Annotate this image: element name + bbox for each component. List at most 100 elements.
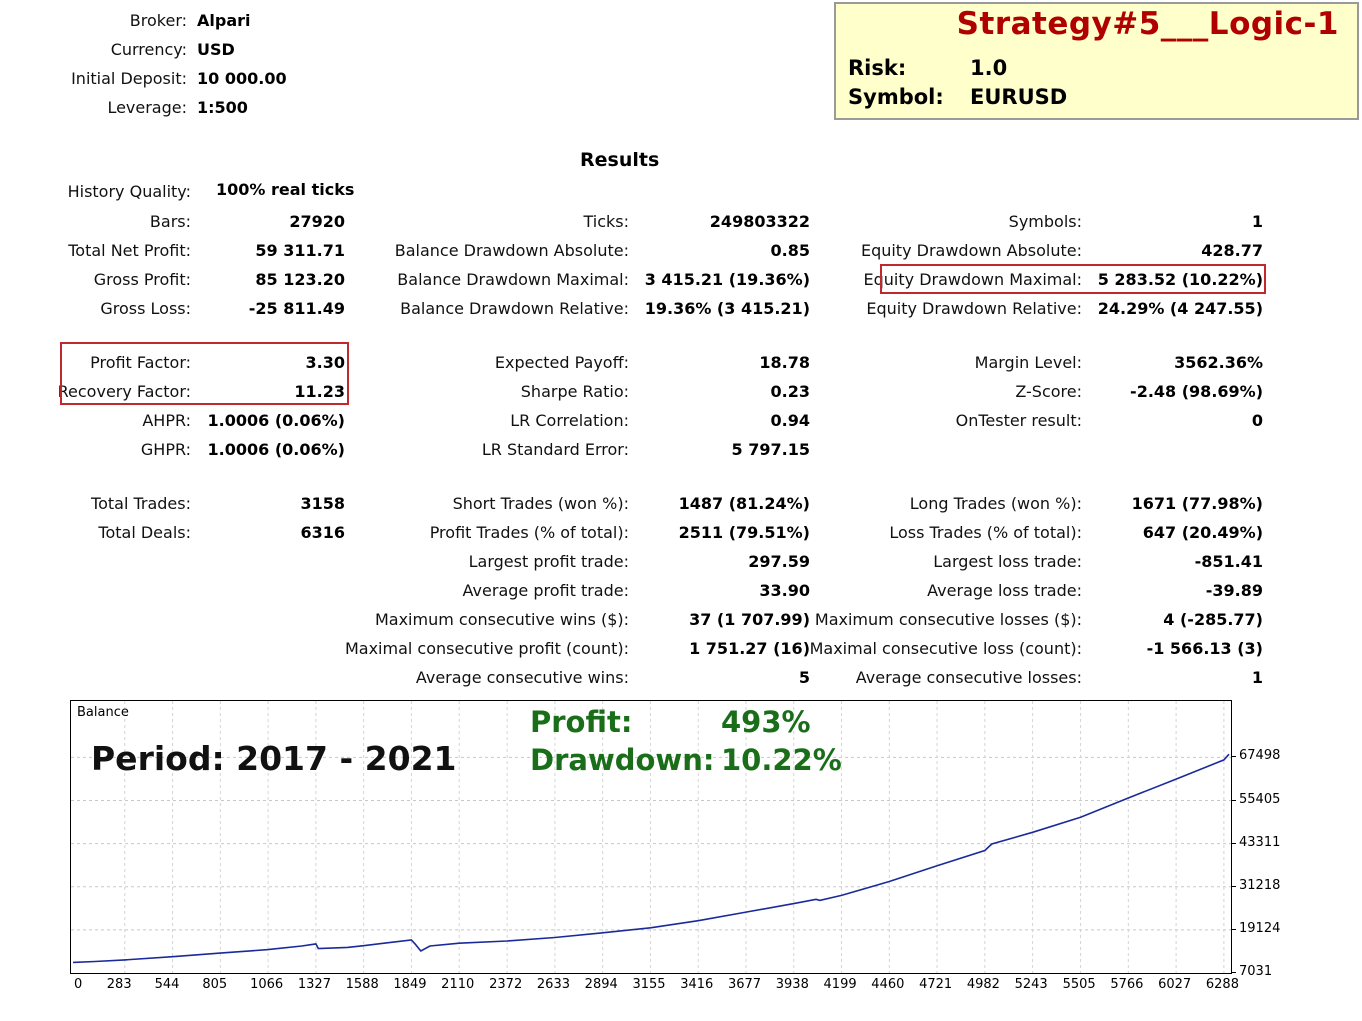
average-loss-trade-label: Average loss trade: [927, 581, 1082, 600]
total-net-profit-label: Total Net Profit: [68, 241, 191, 260]
bars-value: 27920 [289, 212, 345, 231]
x-tick-label: 1849 [393, 977, 427, 992]
x-tick-label: 1588 [345, 977, 379, 992]
y-tick-label: 31218 [1239, 877, 1281, 893]
x-tick-label: 283 [106, 977, 132, 992]
balance-drawdown-absolute-label: Balance Drawdown Absolute: [394, 241, 629, 260]
x-tick-label: 4460 [871, 977, 905, 992]
largest-loss-trade-value: -851.41 [1194, 552, 1263, 571]
ahpr-value: 1.0006 (0.06%) [207, 411, 345, 430]
y-tick-mark [1232, 842, 1236, 844]
lr-correlation-label: LR Correlation: [510, 411, 629, 430]
results-heading: Results [580, 149, 660, 171]
recovery-factor-label: Recovery Factor: [57, 382, 191, 401]
average-consecutive-losses-value: 1 [1251, 668, 1263, 687]
x-tick-label: 2633 [536, 977, 570, 992]
average-consecutive-wins-value: 5 [798, 668, 810, 687]
balance-drawdown-maximal-value: 3 415.21 (19.36%) [644, 270, 810, 289]
symbol-value: EURUSD [970, 85, 1068, 109]
x-tick-label: 544 [154, 977, 180, 992]
margin-level-value: 3562.36% [1174, 353, 1263, 372]
balance-chart: Balance Period: 2017 - 2021 Profit: 493%… [70, 700, 1232, 974]
maximum-consecutive-wins-label: Maximum consecutive wins ($): [374, 610, 629, 629]
long-trades-won-value: 1671 (77.98%) [1131, 494, 1263, 513]
balance-chart-svg [71, 701, 1231, 973]
balance-drawdown-absolute-value: 0.85 [770, 241, 810, 260]
x-tick-label: 6027 [1158, 977, 1192, 992]
average-loss-trade-value: -39.89 [1205, 581, 1263, 600]
symbols-label: Symbols: [1008, 212, 1082, 231]
equity-drawdown-absolute-value: 428.77 [1201, 241, 1263, 260]
x-tick-label: 1066 [250, 977, 284, 992]
gross-loss-label: Gross Loss: [100, 299, 191, 318]
total-deals-value: 6316 [300, 523, 345, 542]
y-tick-mark [1232, 972, 1236, 973]
loss-trades-of-total-value: 647 (20.49%) [1142, 523, 1263, 542]
ghpr-label: GHPR: [140, 440, 191, 459]
x-tick-label: 3938 [775, 977, 809, 992]
x-tick-label: 5766 [1110, 977, 1144, 992]
profit-label: Profit: [530, 705, 633, 739]
currency-value: USD [197, 40, 235, 59]
balance-drawdown-maximal-label: Balance Drawdown Maximal: [397, 270, 629, 289]
x-tick-label: 2110 [441, 977, 475, 992]
total-deals-label: Total Deals: [98, 523, 191, 542]
average-consecutive-wins-label: Average consecutive wins: [415, 668, 629, 687]
ontester-result-label: OnTester result: [955, 411, 1082, 430]
ticks-label: Ticks: [583, 212, 629, 231]
y-tick-mark [1232, 756, 1236, 758]
period-overlay: Period: 2017 - 2021 [91, 739, 457, 778]
recovery-factor-value: 11.23 [294, 382, 345, 401]
deposit-label: Initial Deposit: [71, 69, 187, 88]
sharpe-ratio-value: 0.23 [770, 382, 810, 401]
strategy-info-box: Strategy#5___Logic-1 Risk: 1.0 Symbol: E… [834, 2, 1359, 120]
x-tick-label: 1327 [297, 977, 331, 992]
gross-profit-label: Gross Profit: [93, 270, 191, 289]
total-trades-value: 3158 [300, 494, 345, 513]
leverage-value: 1:500 [197, 98, 248, 117]
x-tick-label: 4199 [823, 977, 857, 992]
long-trades-won-label: Long Trades (won %): [909, 494, 1082, 513]
symbol-label: Symbol: [848, 85, 944, 109]
maximal-consecutive-loss-count-value: -1 566.13 (3) [1146, 639, 1263, 658]
y-tick-mark [1232, 885, 1236, 887]
y-tick-label: 55405 [1239, 791, 1281, 807]
symbols-value: 1 [1251, 212, 1263, 231]
x-tick-label: 6288 [1205, 977, 1239, 992]
currency-label: Currency: [110, 40, 187, 59]
x-tick-label: 3677 [727, 977, 762, 992]
lr-standard-error-label: LR Standard Error: [481, 440, 629, 459]
maximal-consecutive-profit-count-value: 1 751.27 (16) [689, 639, 810, 658]
ahpr-label: AHPR: [142, 411, 191, 430]
x-tick-label: 0 [74, 977, 83, 992]
profit-trades-of-total-value: 2511 (79.51%) [678, 523, 810, 542]
x-tick-label: 4982 [966, 977, 1000, 992]
maximum-consecutive-losses-value: 4 (-285.77) [1163, 610, 1263, 629]
margin-level-label: Margin Level: [974, 353, 1082, 372]
z-score-value: -2.48 (98.69%) [1130, 382, 1263, 401]
y-tick-label: 7031 [1239, 964, 1273, 979]
lr-standard-error-value: 5 797.15 [731, 440, 810, 459]
x-tick-label: 3155 [632, 977, 666, 992]
x-tick-label: 2372 [489, 977, 523, 992]
average-consecutive-losses-label: Average consecutive losses: [855, 668, 1082, 687]
x-tick-label: 2894 [584, 977, 618, 992]
x-tick-label: 4721 [919, 977, 953, 992]
short-trades-won-value: 1487 (81.24%) [678, 494, 810, 513]
largest-profit-trade-label: Largest profit trade: [468, 552, 629, 571]
total-net-profit-value: 59 311.71 [255, 241, 345, 260]
y-tick-label: 67498 [1239, 748, 1281, 764]
y-tick-label: 43311 [1239, 834, 1281, 850]
sharpe-ratio-label: Sharpe Ratio: [520, 382, 629, 401]
lr-correlation-value: 0.94 [770, 411, 810, 430]
gross-loss-value: -25 811.49 [248, 299, 345, 318]
expected-payoff-label: Expected Payoff: [494, 353, 629, 372]
average-profit-trade-value: 33.90 [759, 581, 810, 600]
bars-label: Bars: [149, 212, 191, 231]
risk-value: 1.0 [970, 56, 1008, 80]
ontester-result-value: 0 [1251, 411, 1263, 430]
strategy-title: Strategy#5___Logic-1 [956, 6, 1339, 42]
x-tick-label: 805 [202, 977, 228, 992]
profit-trades-of-total-label: Profit Trades (% of total): [429, 523, 629, 542]
maximal-consecutive-profit-count-label: Maximal consecutive profit (count): [344, 639, 629, 658]
